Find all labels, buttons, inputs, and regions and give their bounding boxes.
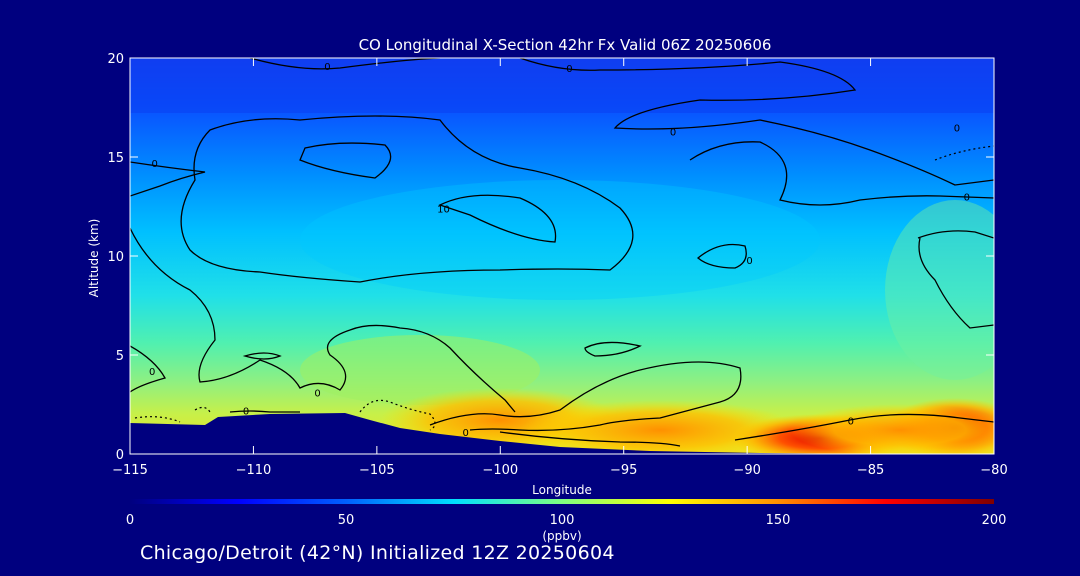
x-tick-label: −90 (733, 463, 760, 478)
x-tick-label: −115 (112, 463, 148, 478)
y-tick-label: 5 (116, 349, 124, 364)
colorbar-tick-label: 50 (338, 513, 355, 528)
y-tick-label: 10 (107, 250, 124, 265)
colorbar-tick-label: 100 (550, 513, 575, 528)
mid-cyan-lobe (300, 180, 820, 300)
contour-label: 0 (151, 159, 157, 170)
colorbar-unit-label: (ppbv) (542, 529, 581, 543)
x-tick-label: −100 (482, 463, 518, 478)
contour-label: 0 (243, 406, 249, 417)
colorbar-ticks: 0 50 100 150 200 (126, 513, 1007, 528)
contour-lines (130, 58, 994, 447)
y-tick-label: 0 (116, 448, 124, 463)
y-axis-label: Altitude (km) (87, 219, 101, 298)
x-tick-label: −110 (236, 463, 272, 478)
contour-label: 0 (964, 193, 970, 204)
upper-blue-band (130, 58, 994, 113)
co-field-background (130, 58, 994, 454)
colorbar-tick-label: 150 (766, 513, 791, 528)
y-tick-label: 15 (107, 151, 124, 166)
contour-label: 0 (670, 127, 676, 138)
low-green-lobe (300, 335, 540, 405)
contour-label: 10 (437, 204, 450, 215)
x-axis-label: Longitude (532, 483, 592, 497)
colorbar-tick-label: 0 (126, 513, 134, 528)
x-tick-label: −85 (857, 463, 884, 478)
contour-label: 0 (324, 62, 330, 73)
contour-label: 0 (314, 389, 320, 400)
warm-core-east (790, 404, 994, 454)
east-green-lobe (885, 200, 994, 380)
contour-label: 0 (566, 64, 572, 75)
x-tick-label: −80 (980, 463, 1007, 478)
colorbar-tick-label: 200 (982, 513, 1007, 528)
contour-label: 0 (463, 428, 469, 439)
run-info-footer: Chicago/Detroit (42°N) Initialized 12Z 2… (140, 542, 615, 564)
plot-area: 0 0 0 0 0 0 10 0 0 0 0 0 0 (130, 58, 994, 454)
contour-label-group: 0 0 0 0 0 0 10 0 0 0 0 0 0 (149, 62, 970, 439)
contour-label: 0 (746, 256, 752, 267)
colorbar (130, 499, 994, 504)
chart-title: CO Longitudinal X-Section 42hr Fx Valid … (359, 36, 772, 54)
y-axis: 0 5 10 15 20 (107, 52, 994, 463)
contour-label: 0 (149, 367, 155, 378)
x-axis: −115 −110 −105 −100 −95 −90 −85 −80 (112, 58, 1008, 478)
terrain-mask (130, 413, 877, 454)
contour-label: 0 (954, 123, 960, 134)
contour-label: 0 (848, 416, 854, 427)
dotted-contours (134, 145, 994, 431)
x-tick-label: −95 (610, 463, 637, 478)
y-tick-label: 20 (107, 52, 124, 67)
x-tick-label: −105 (359, 463, 395, 478)
